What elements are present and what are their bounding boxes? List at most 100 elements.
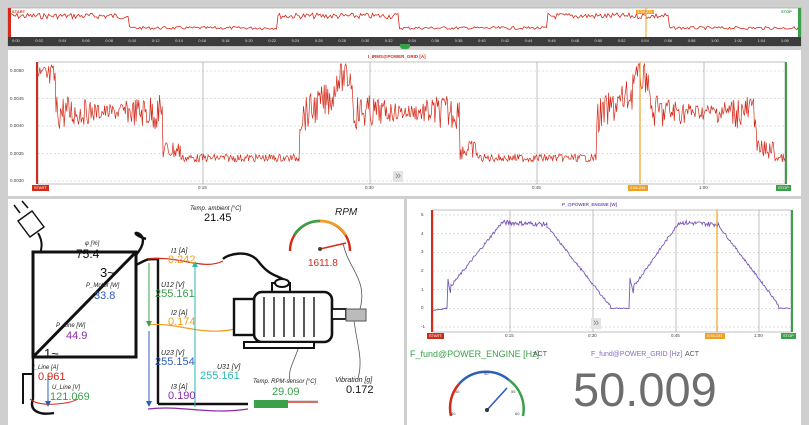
irms-cursor-label[interactable]: 0:54.231: [628, 185, 648, 191]
gauge-tick-45: 45: [455, 389, 460, 394]
irms-x-tick-label: 0:15: [198, 185, 207, 190]
irms-y-tick-label: 0.0030: [10, 178, 24, 183]
power-y-tick-label: 3: [421, 249, 424, 255]
overview-tick-label: 0:42: [501, 38, 510, 43]
overview-tick-label: 0:34: [408, 38, 416, 43]
irms-y-tick-label: 0.0050: [10, 68, 24, 73]
overview-cursor-label[interactable]: 0:54.231: [636, 9, 654, 14]
grid-freq-act: ACT: [685, 351, 699, 358]
gauge-tick-60: 60: [515, 411, 520, 416]
u-line-label: U_Line [V]: [52, 385, 81, 391]
overview-start-label: START: [12, 9, 26, 14]
power-x-tick-label: 0:45: [671, 333, 680, 338]
i-line-value: 0.961: [38, 371, 66, 383]
rpm-sensor-icon: [345, 308, 367, 322]
engine-freq-gauge: [448, 370, 525, 417]
overview-tick-label: 0:38: [454, 38, 463, 43]
gauge-tick-55: 55: [511, 389, 516, 394]
i2-label: I2 [A]: [171, 310, 188, 317]
p-motor-value: 33.8: [94, 290, 116, 302]
power-y-tick-label: -1: [421, 324, 426, 329]
overview-tick-label: 0:40: [478, 38, 486, 43]
overview-tick-label: 0:30: [361, 38, 370, 43]
i1-value: 0.242: [168, 254, 196, 266]
overview-tick-label: 0:32: [384, 38, 393, 43]
frequency-panel: F_fund@POWER_ENGINE [Hz] ACT 40 45 50 55…: [407, 342, 801, 425]
i2-value: 0.174: [168, 316, 196, 328]
overview-tick-label: 1:02: [734, 38, 743, 43]
power-series-line: [432, 219, 791, 311]
overview-tick-label: 0:56: [664, 38, 673, 43]
i3-value: 0.190: [168, 390, 196, 402]
u12-value: 255.161: [155, 288, 195, 300]
overview-tick-label: 0:00: [12, 38, 20, 43]
temp-rpm-value: 29.09: [272, 386, 300, 398]
overview-tick-label: 0:24: [291, 38, 300, 43]
overview-tick-label: 0:18: [221, 38, 230, 43]
i3-label: I3 [A]: [171, 384, 188, 391]
irms-x-tick-label: 0:45: [532, 185, 541, 190]
u31-label: U31 [V]: [217, 364, 241, 371]
irms-stop-label: STOP: [776, 185, 791, 191]
engine-freq-label: F_fund@POWER_ENGINE [Hz]: [410, 349, 540, 359]
overview-tick-label: 0:58: [687, 38, 696, 43]
overview-tick-label: 0:20: [245, 38, 253, 43]
power-chart-title: P_@POWER_ENGINE [W]: [562, 202, 618, 207]
power-y-tick-label: 2: [421, 268, 424, 273]
irms-chart-panel: I_IRMS@POWER_GRID [A] 0.0050 0.0045 0.0040…: [8, 50, 801, 196]
rpm-value: 1611.8: [308, 258, 338, 269]
p-line-value: 44.9: [66, 330, 88, 342]
power-cursor-label[interactable]: 0:54.231: [705, 333, 725, 339]
overview-tick-label: 0:36: [431, 38, 440, 43]
gauge-tick-50: 50: [484, 371, 489, 376]
gauge-tick-40: 40: [451, 411, 456, 416]
grid-freq-value: 50.009: [573, 363, 717, 416]
irms-chart[interactable]: [8, 50, 801, 196]
phi-label: φ [%]: [85, 241, 100, 247]
irms-x-tick-label: 0:30: [365, 185, 374, 190]
schematic-panel: φ [%] 75.4 3~ 1~ P_Motor [W] 33.8 P_Line…: [8, 199, 404, 425]
grid-freq-label: F_fund@POWER_GRID [Hz]: [591, 351, 683, 358]
overview-tick-label: 0:26: [314, 38, 323, 43]
overview-tick-label: 1:04: [757, 38, 766, 43]
overview-tick-label: 0:14: [175, 38, 183, 43]
power-y-tick-label: 4: [421, 230, 424, 236]
overview-scroll-handle[interactable]: [400, 44, 410, 49]
vibration-label: Vibration [g]: [335, 377, 373, 384]
overview-tick-label: 0:22: [268, 38, 277, 43]
power-chart[interactable]: [407, 199, 801, 342]
overview-tick-label: 0:48: [571, 38, 579, 43]
engine-freq-act: ACT: [533, 351, 547, 358]
overview-strip[interactable]: START STOP 0:54.231 0:00 0:02 0:04 0:06 0:08…: [7, 7, 802, 49]
power-scroll-button[interactable]: »: [591, 317, 602, 329]
overview-tick-label: 0:12: [151, 38, 160, 43]
overview-tick-label: 1:00: [711, 38, 719, 43]
one-phase-label: 1~: [44, 346, 59, 361]
overview-tick-label: 1:06: [780, 38, 789, 43]
power-x-tick-label: 1:00: [754, 333, 763, 338]
power-plug-icon: [13, 200, 45, 254]
overview-tick-label: 0:16: [198, 38, 207, 43]
i1-label: I1 [A]: [171, 248, 188, 255]
temp-ambient-value: 21.45: [204, 212, 232, 224]
p-line-label: P_Line [W]: [56, 323, 86, 329]
overview-tick-label: 0:46: [547, 38, 556, 43]
irms-scroll-button[interactable]: »: [393, 170, 404, 182]
irms-y-tick-label: 0.0045: [10, 95, 24, 101]
overview-tick-label: 0:02: [35, 38, 44, 43]
overview-tick-label: 0:08: [105, 38, 113, 43]
power-chart-panel: P_@POWER_ENGINE [W] 5 4 3 2 1 0 -1 0:15 0:30 0:4…: [407, 199, 801, 342]
power-x-tick-label: 0:30: [588, 333, 597, 338]
overview-tick-label: 0:44: [524, 38, 533, 43]
schematic-wiring: [13, 200, 367, 415]
overview-tick-label: 0:52: [617, 38, 626, 43]
u12-label: U12 [V]: [161, 282, 185, 289]
rpm-gauge: [288, 219, 352, 252]
vibration-value: 0.172: [346, 384, 374, 396]
irms-x-tick-label: 1:00: [699, 185, 708, 190]
irms-y-tick-label: 0.0035: [10, 150, 24, 156]
rpm-label: RPM: [335, 207, 358, 218]
irms-chart-title: I_IRMS@POWER_GRID [A]: [368, 54, 426, 59]
power-stop-label: STOP: [781, 333, 796, 339]
power-start-label: START: [427, 333, 444, 339]
